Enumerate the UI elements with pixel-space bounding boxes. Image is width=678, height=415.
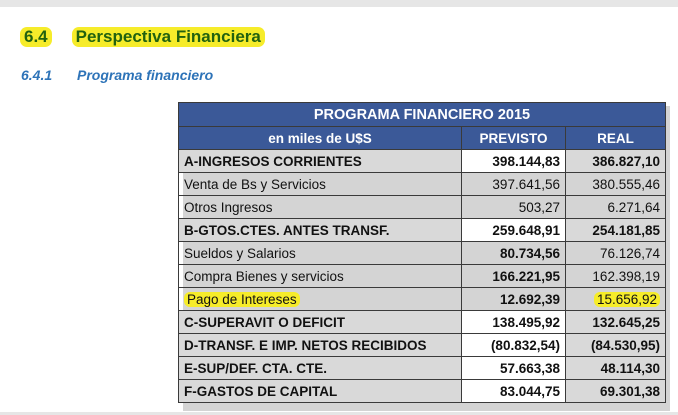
table-header-row: en miles de U$S PREVISTO REAL [178,126,666,150]
row-real: 386.827,10 [565,149,666,173]
subsection-number: 6.4.1 [21,67,53,83]
row-label: Otros Ingresos [178,195,462,219]
row-real: 254.181,85 [565,218,666,242]
row-label: F-GASTOS DE CAPITAL [178,379,462,403]
row-previsto: 12.692,39 [461,287,566,311]
row-previsto: 80.734,56 [461,241,566,265]
section-title: Perspectiva Financiera [71,27,265,47]
table-title-row: PROGRAMA FINANCIERO 2015 [178,102,666,127]
row-previsto: 83.044,75 [461,379,566,403]
row-previsto: 259.648,91 [461,218,566,242]
column-header-previsto: PREVISTO [461,126,566,150]
row-real: (84.530,95) [565,333,666,357]
row-label: B-GTOS.CTES. ANTES TRANSF. [178,218,462,242]
table-title: PROGRAMA FINANCIERO 2015 [178,102,666,127]
row-label: E-SUP/DEF. CTA. CTE. [178,356,462,380]
row-real-cell: 15.656,92 [565,287,666,311]
table-row: C-SUPERAVIT O DEFICIT 138.495,92 132.645… [178,310,666,334]
row-real: 69.301,38 [565,379,666,403]
row-real: 48.114,30 [565,356,666,380]
table-row: Pago de Intereses 12.692,39 15.656,92 [178,287,666,311]
table-row: A-INGRESOS CORRIENTES 398.144,83 386.827… [178,149,666,173]
row-previsto: 166.221,95 [461,264,566,288]
row-real: 76.126,74 [565,241,666,265]
subsection-title: Programa financiero [77,67,214,83]
table-row: Otros Ingresos 503,27 6.271,64 [178,195,666,219]
row-previsto: 398.144,83 [461,149,566,173]
table-row: Compra Bienes y servicios 166.221,95 162… [178,264,666,288]
row-previsto: 57.663,38 [461,356,566,380]
row-label: Venta de Bs y Servicios [178,172,462,196]
row-label: A-INGRESOS CORRIENTES [178,149,462,173]
row-real: 132.645,25 [565,310,666,334]
subsection-heading: 6.4.1 Programa financiero [21,67,213,83]
table-row: D-TRANSF. E IMP. NETOS RECIBIDOS (80.832… [178,333,666,357]
table-row: Sueldos y Salarios 80.734,56 76.126,74 [178,241,666,265]
top-rule [0,0,678,7]
row-real: 6.271,64 [565,195,666,219]
row-real: 15.656,92 [593,291,660,307]
row-previsto: 138.495,92 [461,310,566,334]
table-row: F-GASTOS DE CAPITAL 83.044,75 69.301,38 [178,379,666,403]
row-previsto: 397.641,56 [461,172,566,196]
row-label-cell: Pago de Intereses [178,287,462,311]
table-row: Venta de Bs y Servicios 397.641,56 380.5… [178,172,666,196]
row-label: D-TRANSF. E IMP. NETOS RECIBIDOS [178,333,462,357]
row-real: 380.555,46 [565,172,666,196]
row-previsto: (80.832,54) [461,333,566,357]
row-previsto: 503,27 [461,195,566,219]
row-label: Pago de Intereses [184,291,300,307]
row-label: Sueldos y Salarios [178,241,462,265]
column-header-real: REAL [565,126,666,150]
financial-program-table: PROGRAMA FINANCIERO 2015 en miles de U$S… [178,102,666,403]
section-number: 6.4 [20,27,52,47]
bottom-rule [0,412,678,415]
section-heading: 6.4 Perspectiva Financiera [20,26,265,48]
table-row: B-GTOS.CTES. ANTES TRANSF. 259.648,91 25… [178,218,666,242]
row-label: C-SUPERAVIT O DEFICIT [178,310,462,334]
column-header-units: en miles de U$S [178,126,462,150]
table-row: E-SUP/DEF. CTA. CTE. 57.663,38 48.114,30 [178,356,666,380]
row-real: 162.398,19 [565,264,666,288]
row-label: Compra Bienes y servicios [178,264,462,288]
